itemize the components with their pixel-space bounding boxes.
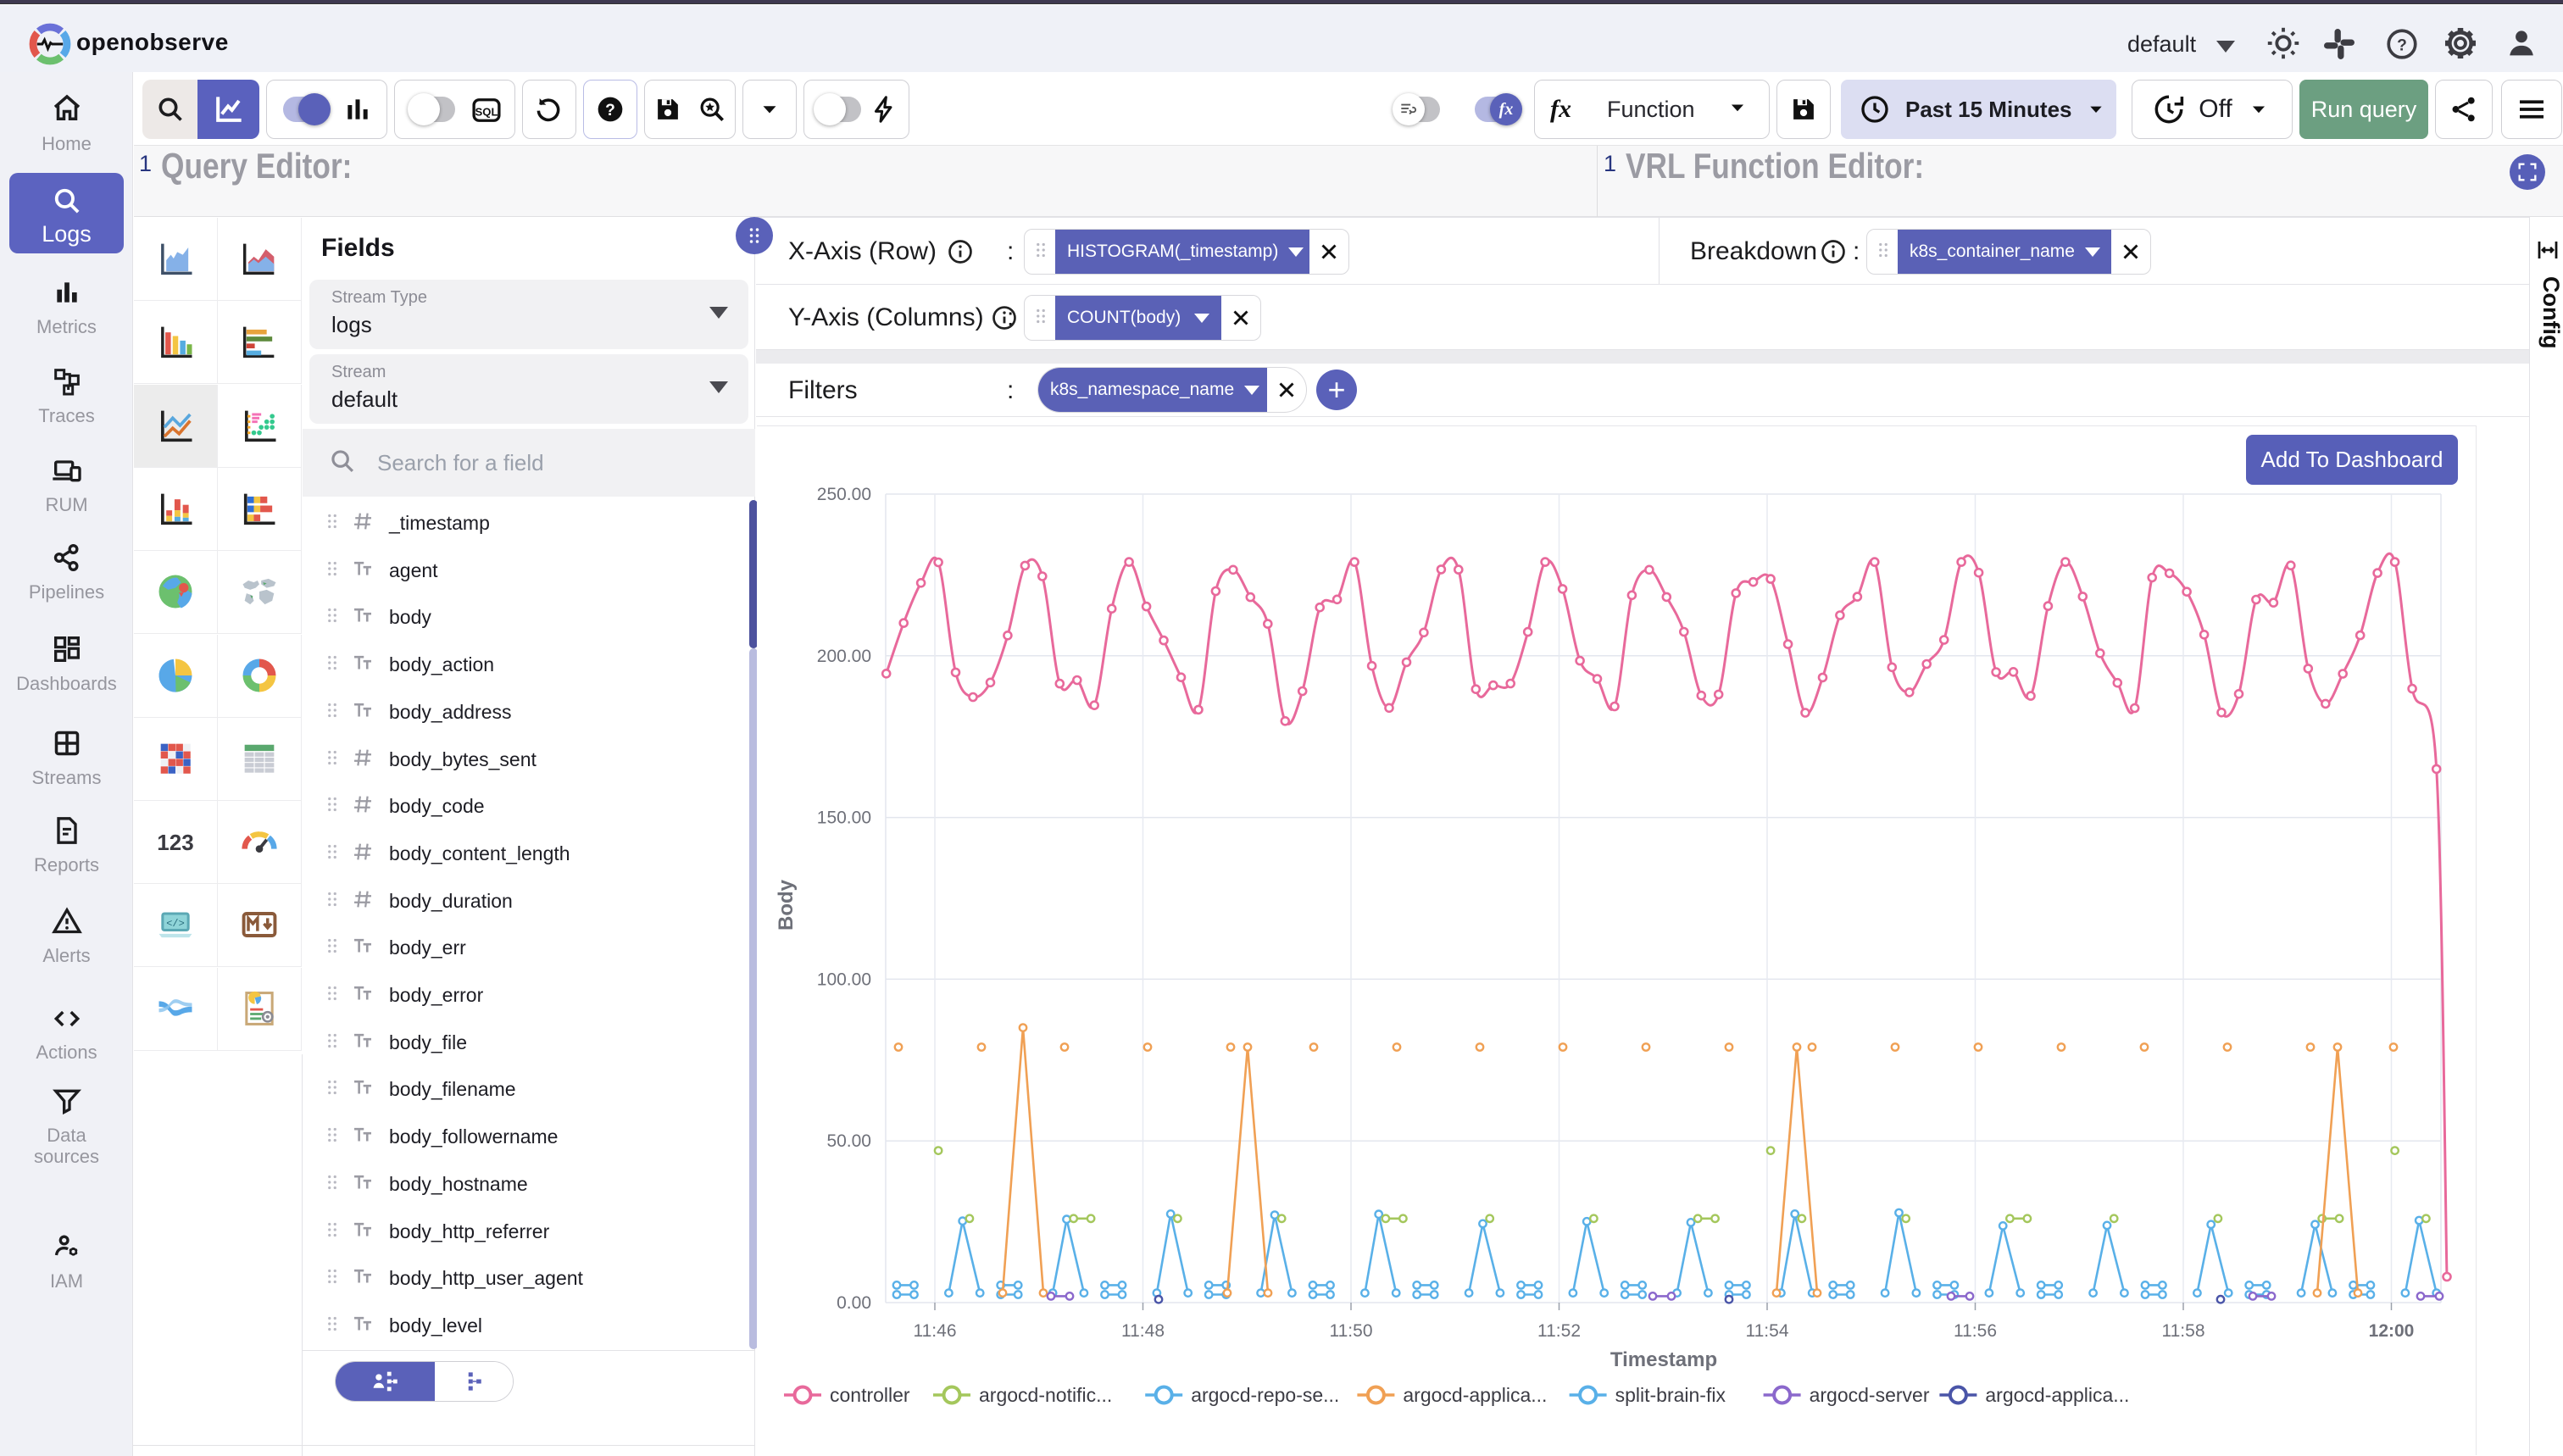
- svg-text:split-brain-fix: split-brain-fix: [1615, 1384, 1726, 1406]
- svg-text:argocd-repo-se...: argocd-repo-se...: [1191, 1384, 1339, 1406]
- svg-text:0.00: 0.00: [837, 1293, 871, 1313]
- svg-text:11:54: 11:54: [1746, 1321, 1789, 1341]
- svg-text:Body: Body: [775, 879, 798, 931]
- svg-text:?: ?: [2397, 36, 2407, 54]
- svg-text:123: 123: [157, 830, 193, 855]
- svg-text:argocd-applica...: argocd-applica...: [1985, 1384, 2129, 1406]
- svg-text:150.00: 150.00: [817, 809, 871, 828]
- svg-text:</>: </>: [166, 919, 184, 931]
- svg-text:argocd-notific...: argocd-notific...: [979, 1384, 1112, 1406]
- svg-text:11:58: 11:58: [2162, 1321, 2205, 1341]
- svg-text:11:52: 11:52: [1537, 1321, 1581, 1341]
- svg-text:Timestamp: Timestamp: [1610, 1348, 1717, 1371]
- svg-text:11:48: 11:48: [1121, 1321, 1165, 1341]
- svg-text:200.00: 200.00: [817, 647, 871, 666]
- svg-text:argocd-applica...: argocd-applica...: [1403, 1384, 1547, 1406]
- svg-text:controller: controller: [830, 1384, 910, 1406]
- svg-text:argocd-server: argocd-server: [1810, 1384, 1930, 1406]
- svg-text:11:50: 11:50: [1330, 1321, 1373, 1341]
- svg-text:250.00: 250.00: [817, 485, 871, 504]
- svg-text:SQL: SQL: [475, 105, 498, 118]
- svg-text:11:46: 11:46: [914, 1321, 957, 1341]
- svg-text:11:56: 11:56: [1954, 1321, 1997, 1341]
- svg-text:?: ?: [605, 102, 615, 119]
- svg-text:12:00: 12:00: [2369, 1321, 2415, 1341]
- svg-text:100.00: 100.00: [817, 970, 871, 989]
- svg-text:50.00: 50.00: [826, 1131, 871, 1151]
